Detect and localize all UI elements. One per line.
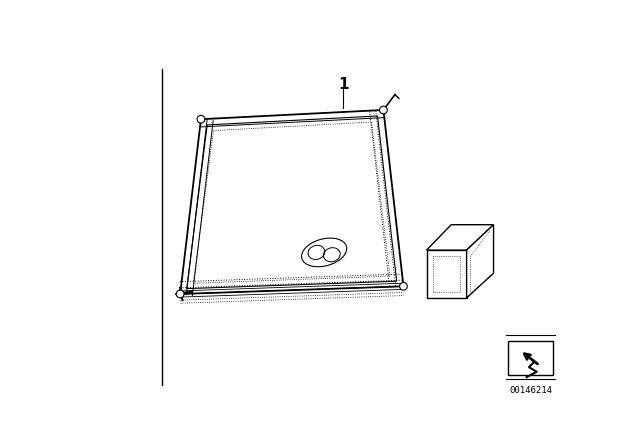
Polygon shape: [427, 250, 467, 298]
Text: 1: 1: [338, 77, 349, 92]
Polygon shape: [467, 225, 493, 298]
Circle shape: [197, 115, 205, 123]
Polygon shape: [427, 225, 493, 250]
Circle shape: [399, 282, 407, 290]
Circle shape: [380, 106, 387, 114]
Circle shape: [176, 290, 184, 298]
Text: 00146214: 00146214: [509, 386, 552, 395]
